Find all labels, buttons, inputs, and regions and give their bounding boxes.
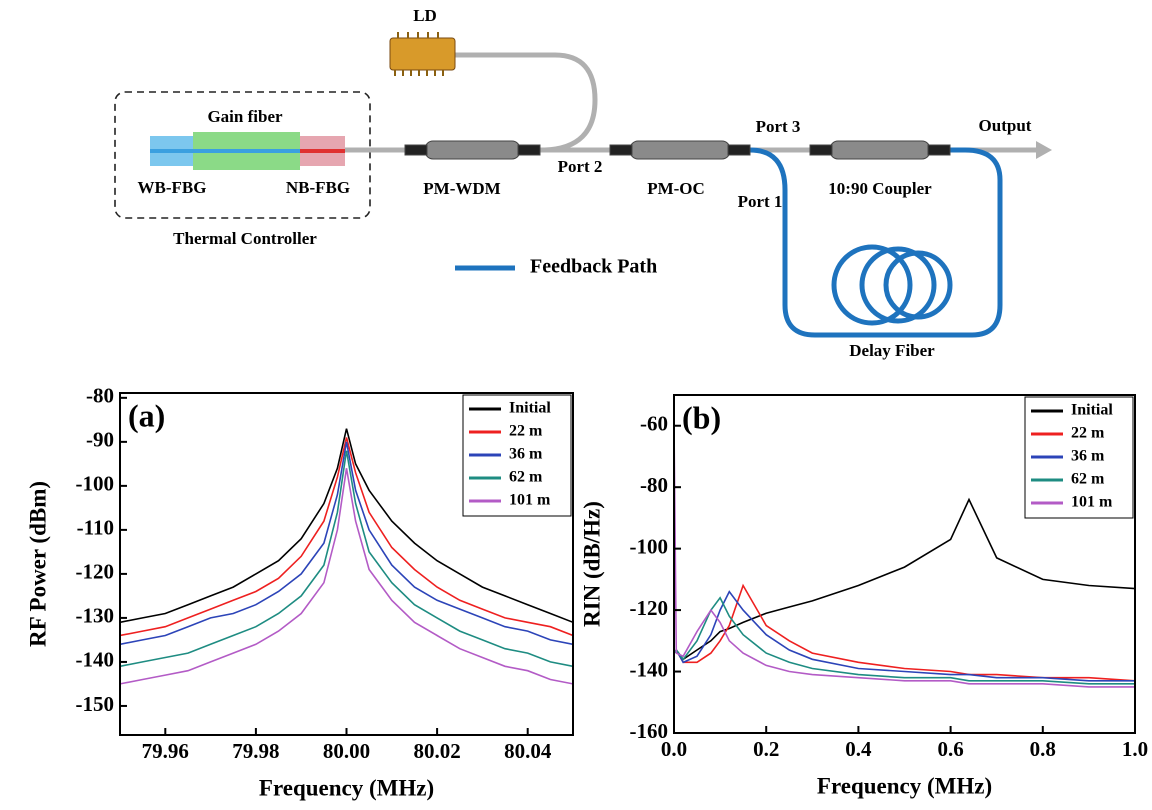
x-tick-label: 0.2 (753, 737, 779, 761)
y-tick-label: -120 (76, 560, 115, 584)
data-line (674, 596, 1135, 685)
data-line (120, 450, 573, 668)
x-tick-label: 0.8 (1030, 737, 1056, 761)
y-tick-label: -100 (76, 472, 115, 496)
ld-fiber (455, 52, 598, 153)
y-tick-label: -140 (76, 648, 115, 672)
label: Feedback Path (530, 256, 657, 278)
coil (831, 244, 913, 326)
label: Gain fiber (207, 107, 283, 126)
setup-diagram: LD Gain fiber WB-FBG NB-FBG Thermal Cont… (114, 6, 1052, 360)
y-tick-label: -130 (76, 604, 115, 628)
ld-pins (394, 32, 444, 76)
legend-label: 36 m (1071, 448, 1105, 465)
label: Port 2 (558, 157, 603, 176)
data-line (120, 428, 573, 624)
x-tick-label: 79.96 (142, 739, 189, 763)
feedback-loop (749, 147, 1003, 338)
data-line (674, 497, 1135, 661)
label: Output (979, 116, 1032, 135)
y-tick-label: -120 (630, 596, 669, 620)
y-axis-title: RIN (dB/Hz) (579, 501, 604, 627)
label: WB-FBG (138, 178, 207, 197)
label: Thermal Controller (173, 229, 317, 248)
y-tick-label: -160 (630, 719, 669, 743)
ld-chip (389, 37, 456, 71)
y-tick-label: -110 (77, 516, 114, 540)
label: 10:90 Coupler (828, 179, 932, 198)
label: PM-WDM (423, 179, 500, 198)
data-line (120, 437, 573, 637)
x-tick-label: 0.6 (937, 737, 963, 761)
y-tick-label: -80 (86, 384, 114, 408)
y-tick-label: -60 (640, 412, 668, 436)
legend-label: 101 m (1071, 494, 1113, 511)
output-arrow (1036, 141, 1052, 159)
x-tick-label: 0.0 (661, 737, 687, 761)
y-tick-label: -150 (76, 692, 115, 716)
x-tick-label: 1.0 (1122, 737, 1148, 761)
y-tick-label: -140 (630, 657, 669, 681)
label: Port 1 (738, 192, 783, 211)
y-axis-title: RF Power (dBm) (25, 481, 50, 647)
x-tick-label: 0.4 (845, 737, 872, 761)
data-line (674, 583, 1135, 682)
data-line (674, 590, 1135, 682)
label: Port 3 (756, 117, 801, 136)
x-axis-title: Frequency (MHz) (817, 773, 992, 798)
data-line (120, 468, 573, 685)
y-tick-label: -90 (86, 428, 114, 452)
thermal-box (114, 91, 371, 219)
x-tick-label: 80.02 (413, 739, 460, 763)
legend-label: 101 m (509, 492, 551, 509)
label: LD (413, 6, 437, 25)
x-tick-label: 80.00 (323, 739, 370, 763)
plot-frame (673, 394, 1136, 734)
legend-label: 22 m (509, 423, 543, 440)
legend-label: Initial (509, 400, 551, 417)
x-axis-title: Frequency (MHz) (259, 775, 434, 800)
label: Delay Fiber (849, 341, 935, 360)
legend-label: 22 m (1071, 425, 1105, 442)
label: PM-OC (647, 179, 705, 198)
legend-label: 36 m (509, 446, 543, 463)
legend-label: 62 m (509, 469, 543, 486)
legend-label: 62 m (1071, 471, 1105, 488)
panel-label: (b) (682, 399, 721, 435)
data-line (120, 441, 573, 646)
y-tick-label: -100 (630, 534, 669, 558)
legend-label: Initial (1071, 402, 1113, 419)
coil (883, 250, 953, 320)
x-tick-label: 79.98 (232, 739, 279, 763)
y-tick-label: -80 (640, 473, 668, 497)
data-line (674, 425, 1135, 688)
panel-label: (a) (128, 397, 165, 433)
label: NB-FBG (286, 178, 350, 197)
components (404, 140, 951, 160)
coil (859, 246, 937, 324)
x-tick-label: 80.04 (504, 739, 552, 763)
